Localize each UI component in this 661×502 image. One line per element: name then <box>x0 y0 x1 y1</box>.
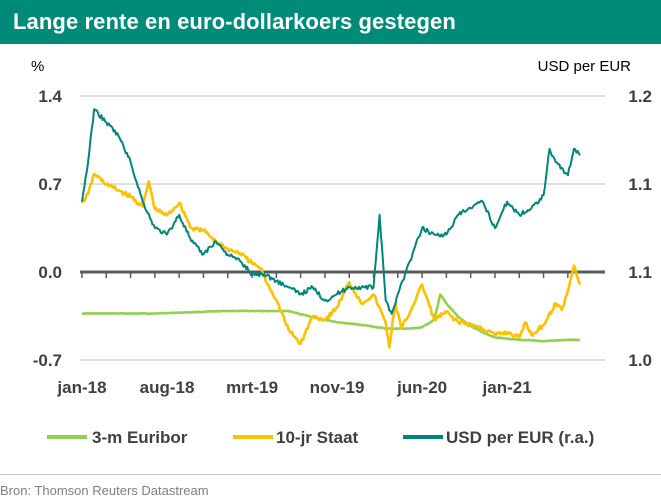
chart-title: Lange rente en euro-dollarkoers gestegen <box>13 9 456 34</box>
series-line-usd-per-eur-r-a <box>81 108 581 315</box>
left-tick-label: 1.4 <box>38 87 62 106</box>
x-tick-label: jun-20 <box>396 378 447 397</box>
right-tick-label: 1.0 <box>628 351 652 370</box>
series-line-10-jr-staat <box>80 172 582 349</box>
legend: 3-m Euribor 10-jr Staat USD per EUR (r.a.) <box>47 428 594 447</box>
gridlines <box>80 95 605 361</box>
source-note: Bron: Thomson Reuters Datastream <box>0 483 209 498</box>
title-bar: Lange rente en euro-dollarkoers gestegen <box>0 0 661 44</box>
series-lines <box>80 108 582 349</box>
right-axis-ticks: 1.2 1.1 1.1 1.0 <box>628 87 652 370</box>
x-tick-label: jan-18 <box>56 378 106 397</box>
chart-area: 1.4 0.7 0.0 -0.7 1.2 1.1 1.1 1.0 jan-18 aug-18 m… <box>33 87 652 447</box>
legend-label: 3-m Euribor <box>92 428 188 447</box>
left-tick-label: 0.0 <box>38 263 62 282</box>
left-axis-unit: % <box>31 58 45 75</box>
right-tick-label: 1.1 <box>628 175 652 194</box>
legend-label: USD per EUR (r.a.) <box>446 428 594 447</box>
x-tick-label: mrt-19 <box>226 378 278 397</box>
x-tick-label: jan-21 <box>482 378 532 397</box>
x-tick-label: nov-19 <box>310 378 365 397</box>
left-axis-ticks: 1.4 0.7 0.0 -0.7 <box>33 87 63 370</box>
right-tick-label: 1.2 <box>628 87 652 106</box>
right-tick-label: 1.1 <box>628 263 652 282</box>
legend-label: 10-jr Staat <box>276 428 359 447</box>
source-divider <box>0 474 661 475</box>
left-tick-label: -0.7 <box>33 351 62 370</box>
series-line-3-m-euribor <box>81 293 581 343</box>
x-tick-label: aug-18 <box>140 378 195 397</box>
right-axis-unit: USD per EUR <box>537 58 631 75</box>
left-tick-label: 0.7 <box>38 175 62 194</box>
x-axis-ticks: jan-18 aug-18 mrt-19 nov-19 jun-20 jan-21 <box>56 378 531 397</box>
